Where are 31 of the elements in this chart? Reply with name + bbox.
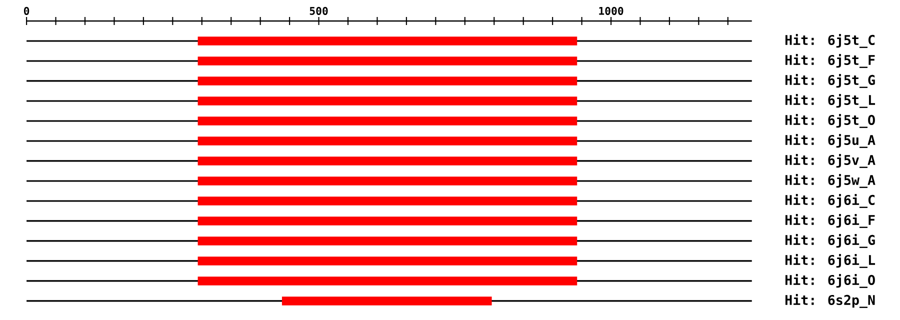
x-tick-label: 500: [310, 6, 328, 15]
y-tick-label: Hit: 6j6i_F: [785, 214, 875, 228]
y-tick-label: Hit: 6j5t_O: [785, 114, 875, 128]
bar: [198, 136, 578, 146]
y-tick-label: Hit: 6j5t_G: [785, 74, 875, 88]
bar: [198, 156, 578, 166]
y-tick-label: Hit: 6j5t_L: [785, 94, 876, 108]
bar: [198, 196, 578, 206]
bar: [198, 76, 578, 86]
bar: [198, 96, 578, 106]
bar: [198, 236, 578, 246]
x-tick-label: 0: [24, 6, 30, 15]
bar: [198, 256, 578, 266]
y-tick-label: Hit: 6j6i_C: [785, 194, 875, 208]
y-tick-label: Hit: 6j6i_O: [785, 274, 875, 288]
y-tick-label: Hit: 6j6i_L: [785, 254, 876, 268]
bar: [198, 36, 578, 46]
y-tick-label: Hit: 6j5t_C: [785, 34, 875, 48]
bar: [198, 56, 578, 66]
y-tick-label: Hit: 6j5u_A: [785, 134, 876, 148]
y-tick-label: Hit: 6j5t_F: [785, 54, 875, 68]
bar: [198, 176, 578, 186]
y-tick-label: Hit: 6j5v_A: [785, 154, 876, 168]
bar: [198, 276, 578, 286]
bar: [198, 116, 578, 126]
bar: [198, 216, 578, 226]
bar: [282, 296, 492, 306]
y-tick-label: Hit: 6j5w_A: [785, 174, 876, 188]
x-tick-label: 1000: [599, 6, 624, 15]
y-tick-label: Hit: 6s2p_N: [785, 294, 875, 308]
y-tick-label: Hit: 6j6i_G: [785, 234, 875, 248]
